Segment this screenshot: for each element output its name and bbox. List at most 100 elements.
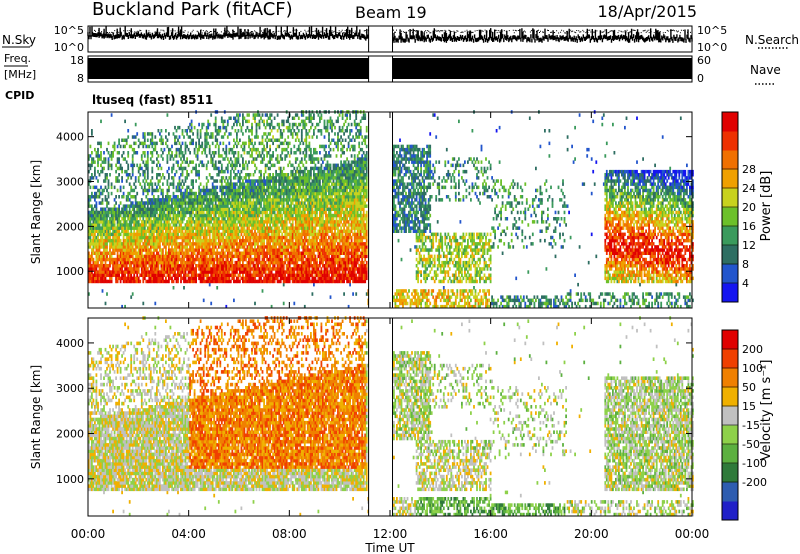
- power-cell: [96, 274, 98, 278]
- power-cell: [127, 164, 129, 168]
- power-cell: [239, 280, 241, 284]
- power-cell: [188, 126, 190, 129]
- power-cell: [185, 264, 187, 268]
- power-cell: [209, 151, 211, 155]
- power-cell: [111, 164, 113, 168]
- power-cell: [108, 167, 110, 171]
- power-cell: [292, 223, 294, 227]
- power-cell: [263, 186, 265, 190]
- power-cell: [192, 132, 194, 136]
- power-cell: [281, 239, 283, 243]
- power-cell: [151, 154, 153, 158]
- power-cell: [292, 198, 294, 202]
- power-cell: [198, 176, 200, 180]
- power-cell: [247, 248, 249, 252]
- power-cell: [212, 255, 214, 259]
- power-cell: [180, 280, 182, 284]
- power-cell: [265, 126, 267, 129]
- power-cell: [299, 123, 301, 127]
- power-cell: [106, 245, 108, 249]
- power-cell: [275, 182, 277, 186]
- power-cell: [109, 226, 111, 230]
- power-cell: [248, 151, 250, 155]
- power-cell: [96, 258, 98, 262]
- power-cell: [235, 186, 237, 190]
- power-cell: [185, 261, 187, 265]
- power-cell: [124, 157, 126, 161]
- power-cell: [260, 277, 262, 281]
- power-cell: [209, 236, 211, 240]
- freq-gap: [369, 56, 393, 82]
- power-cell: [133, 182, 135, 186]
- power-cell: [174, 173, 176, 177]
- power-cell: [239, 164, 241, 168]
- power-cell: [161, 154, 163, 158]
- power-cell: [158, 267, 160, 271]
- power-cell: [236, 135, 238, 139]
- power-cell: [247, 280, 249, 284]
- power-cell: [136, 164, 138, 168]
- power-cell: [262, 261, 264, 265]
- power-cell: [238, 142, 240, 146]
- power-cell: [94, 167, 96, 171]
- power-cell: [241, 145, 243, 149]
- power-cell: [154, 217, 156, 221]
- power-cell: [269, 126, 271, 129]
- power-cell: [257, 148, 259, 152]
- power-cell: [161, 167, 163, 171]
- power-cell: [200, 192, 202, 196]
- power-cell: [124, 245, 126, 249]
- power-cell: [154, 145, 156, 149]
- power-cell: [141, 198, 143, 202]
- power-cell: [242, 113, 244, 117]
- power-cell: [179, 179, 181, 183]
- power-cell: [96, 226, 98, 230]
- power-cell: [262, 239, 264, 243]
- power-cell: [108, 142, 110, 146]
- power-cell: [247, 113, 249, 117]
- power-cell: [302, 164, 304, 168]
- power-cell: [154, 230, 156, 234]
- power-cell: [124, 230, 126, 234]
- power-cell: [96, 277, 98, 281]
- power-cell: [185, 267, 187, 271]
- power-cell: [239, 214, 241, 218]
- power-cell: [231, 126, 233, 129]
- power-cell: [207, 160, 209, 164]
- power-cell: [231, 204, 233, 208]
- power-cell: [185, 214, 187, 218]
- power-cell: [118, 274, 120, 278]
- power-cell: [262, 151, 264, 155]
- power-cell: [130, 186, 132, 190]
- power-cell: [154, 223, 156, 227]
- power-cell: [154, 204, 156, 208]
- power-cell: [209, 145, 211, 149]
- power-cell: [277, 139, 279, 143]
- power-cell: [257, 217, 259, 221]
- power-cell: [198, 248, 200, 252]
- power-cell: [222, 135, 224, 139]
- power-cell: [182, 132, 184, 136]
- power-cell: [127, 129, 129, 133]
- power-cell: [221, 195, 223, 199]
- power-cell: [296, 113, 298, 117]
- power-cell: [231, 148, 233, 152]
- power-cell: [212, 201, 214, 205]
- power-cell: [185, 151, 187, 155]
- power-cell: [216, 280, 218, 284]
- power-cell: [287, 145, 289, 149]
- power-cell: [296, 126, 298, 129]
- power-cell: [216, 277, 218, 281]
- power-cell: [292, 182, 294, 186]
- power-cell: [142, 302, 144, 306]
- power-cell: [209, 283, 211, 287]
- power-cell: [227, 157, 229, 161]
- power-cell: [186, 145, 188, 149]
- power-cell: [156, 211, 158, 215]
- power-cell: [271, 123, 273, 127]
- power-cell: [154, 261, 156, 265]
- power-cell: [138, 179, 140, 183]
- power-cell: [158, 195, 160, 199]
- power-cell: [99, 195, 101, 199]
- power-cell: [162, 277, 164, 281]
